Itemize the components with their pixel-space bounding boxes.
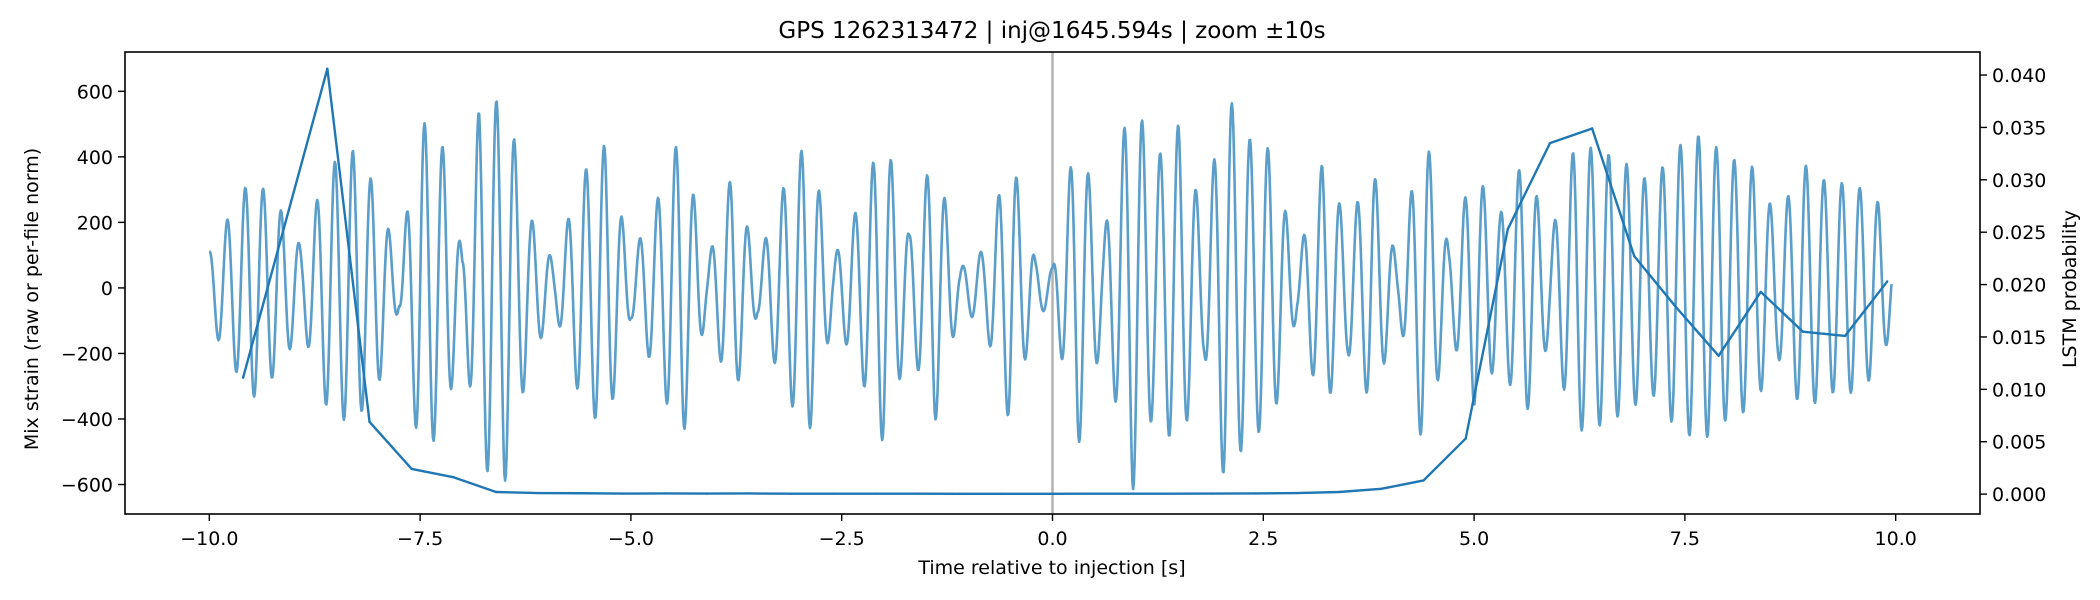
y-right-tick-label: 0.025 (1992, 222, 2046, 244)
y-left-axis-label: Mix strain (raw or per-file norm) (21, 148, 43, 450)
probability-point (1759, 290, 1762, 294)
probability-point (1633, 255, 1636, 258)
y-right-tick-label: 0.000 (1992, 484, 2046, 506)
y-left-tick-label: −200 (61, 343, 113, 365)
probability-point (1843, 334, 1847, 338)
y-right-tick-label: 0.010 (1992, 379, 2046, 401)
probability-point (536, 491, 540, 495)
probability-point (241, 376, 245, 380)
probability-point (1042, 492, 1046, 495)
probability-point (705, 492, 708, 495)
x-tick-label: 7.5 (1670, 528, 1700, 550)
y-left-tick-label: 0 (101, 278, 113, 300)
x-axis: −10.0 −7.5 −5.0 −2.5 0.0 2.5 5.0 7.5 10.0 (180, 514, 1917, 550)
probability-point (916, 492, 919, 495)
plot-area (124, 51, 1981, 515)
probability-point (1000, 492, 1004, 495)
strain-series-line (208, 100, 1893, 491)
probability-point (1211, 492, 1214, 495)
probability-point (494, 490, 498, 494)
x-tick-label: −2.5 (819, 528, 865, 550)
y-left-tick-label: 200 (77, 212, 113, 234)
probability-point (1506, 227, 1510, 231)
probability-point (1337, 490, 1341, 494)
y-right-tick-label: 0.015 (1992, 327, 2046, 349)
probability-point (1127, 492, 1130, 495)
probability-point (1801, 330, 1805, 333)
y-right-axis-label: LSTM probability (2059, 210, 2081, 368)
probability-point (621, 492, 624, 495)
probability-point (1717, 354, 1720, 358)
y-right-axis: 0.000 0.005 0.010 0.015 0.020 0.025 0.030 0.035… (1980, 65, 2046, 506)
probability-point (663, 492, 666, 495)
x-tick-label: 2.5 (1248, 528, 1278, 550)
probability-point (1886, 280, 1889, 283)
probability-point (1675, 306, 1678, 309)
x-tick-label: 0.0 (1037, 528, 1067, 550)
x-tick-label: −5.0 (608, 528, 654, 550)
probability-point (410, 467, 413, 471)
probability-point (1253, 492, 1257, 495)
x-tick-label: 10.0 (1875, 528, 1917, 550)
y-right-tick-label: 0.030 (1992, 170, 2046, 192)
y-right-tick-label: 0.005 (1992, 432, 2046, 454)
probability-point (1464, 437, 1467, 440)
probability-point (579, 492, 582, 495)
probability-point (1422, 479, 1425, 482)
x-tick-label: 5.0 (1459, 528, 1489, 550)
y-left-axis: −600 −400 −200 0 200 400 600 (61, 81, 125, 497)
y-left-tick-label: −600 (61, 475, 113, 497)
probability-point (1548, 141, 1552, 145)
x-axis-label: Time relative to injection [s] (917, 557, 1185, 579)
y-right-tick-label: 0.020 (1992, 275, 2046, 297)
y-left-tick-label: 400 (77, 147, 113, 169)
probability-point (958, 492, 961, 495)
x-tick-label: −10.0 (180, 528, 238, 550)
probability-point (832, 492, 835, 495)
y-left-tick-label: 600 (77, 81, 113, 103)
probability-point (789, 492, 793, 495)
probability-point (368, 420, 371, 424)
probability-point (326, 67, 329, 70)
chart-title: GPS 1262313472 | inj@1645.594s | zoom ±1… (778, 18, 1325, 44)
y-right-tick-label: 0.035 (1992, 117, 2046, 139)
probability-point (874, 492, 877, 495)
probability-point (1085, 492, 1088, 495)
probability-point (452, 476, 456, 479)
probability-point (747, 492, 751, 495)
y-right-tick-label: 0.040 (1992, 65, 2046, 87)
x-tick-label: −7.5 (397, 528, 443, 550)
probability-point (1380, 487, 1383, 491)
probability-point (1590, 127, 1594, 130)
probability-point (1169, 492, 1172, 495)
probability-point (1295, 491, 1299, 495)
y-left-tick-label: −400 (61, 409, 113, 431)
